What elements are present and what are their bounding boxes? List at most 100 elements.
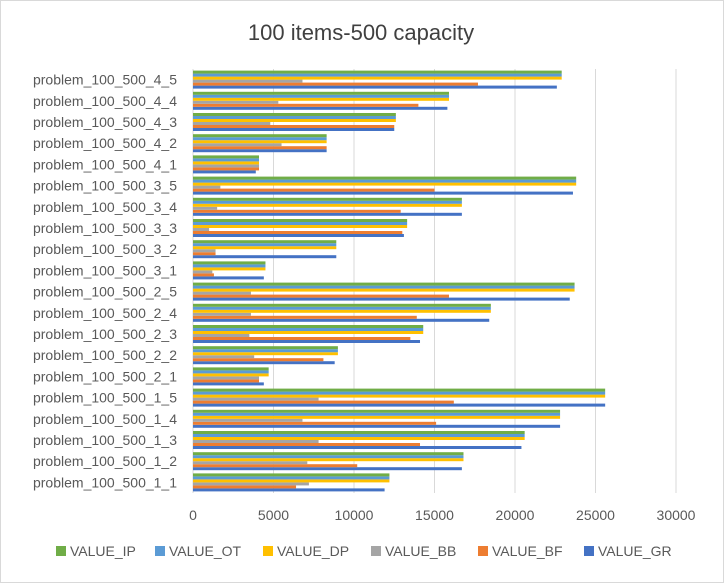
bar-value-bf bbox=[193, 125, 395, 128]
bar-value-bb bbox=[193, 100, 279, 104]
x-tick-labels: 0 5000 10000 15000 20000 25000 30000 bbox=[189, 507, 696, 523]
bar-value-ip bbox=[193, 91, 449, 95]
bar-value-bf bbox=[193, 231, 403, 234]
legend-label: VALUE_GR bbox=[598, 543, 672, 559]
bar-value-ot bbox=[193, 391, 606, 395]
bar-value-gr bbox=[193, 424, 561, 428]
x-tick-label: 0 bbox=[189, 507, 197, 523]
bar-value-bf bbox=[193, 485, 297, 489]
bar-value-bf bbox=[193, 209, 401, 213]
bar-value-bb bbox=[193, 185, 221, 189]
bar-value-dp bbox=[193, 182, 577, 186]
bar-value-bf bbox=[193, 167, 260, 171]
category-label: problem_100_500_3_1 bbox=[33, 262, 177, 278]
bar-value-bf bbox=[193, 273, 214, 277]
category-label: problem_100_500_2_1 bbox=[33, 368, 177, 384]
bar-value-bb bbox=[193, 397, 319, 401]
bar-value-ot bbox=[193, 243, 337, 247]
bar-value-ot bbox=[193, 370, 269, 374]
x-tick-label: 30000 bbox=[657, 507, 696, 523]
bar-value-dp bbox=[193, 76, 562, 80]
bar-value-dp bbox=[193, 437, 525, 440]
category-label: problem_100_500_4_4 bbox=[33, 93, 177, 109]
bar-value-bb bbox=[193, 164, 260, 168]
bar-value-ip bbox=[193, 346, 338, 350]
legend-label: VALUE_OT bbox=[169, 543, 242, 559]
bar-value-dp bbox=[193, 140, 327, 144]
bar-value-ot bbox=[193, 306, 491, 310]
x-tick-label: 20000 bbox=[496, 507, 535, 523]
bar-value-ip bbox=[193, 261, 266, 265]
bar-value-gr bbox=[193, 446, 522, 449]
bar-value-bb bbox=[193, 249, 216, 253]
category-label: problem_100_500_3_4 bbox=[33, 199, 177, 215]
bar-value-ot bbox=[193, 349, 338, 353]
bar-value-bb bbox=[193, 334, 250, 337]
bar-value-dp bbox=[193, 373, 269, 377]
legend-label: VALUE_DP bbox=[277, 543, 349, 559]
bar-value-gr bbox=[193, 255, 337, 259]
bar-value-ot bbox=[193, 73, 562, 77]
bar-value-ip bbox=[193, 409, 561, 413]
bar-value-bb bbox=[193, 122, 271, 125]
category-label: problem_100_500_3_5 bbox=[33, 178, 177, 194]
bar-value-dp bbox=[193, 415, 561, 419]
bar-value-ip bbox=[193, 388, 606, 392]
bars bbox=[193, 70, 606, 492]
bar-value-bf bbox=[193, 379, 260, 383]
legend: VALUE_IP VALUE_OT VALUE_DP VALUE_BB VALUE_BF… bbox=[56, 543, 672, 559]
bar-value-ip bbox=[193, 282, 575, 286]
category-label: problem_100_500_4_1 bbox=[33, 156, 177, 172]
bar-value-ot bbox=[193, 158, 260, 162]
bar-value-ip bbox=[193, 219, 408, 222]
bar-value-bf bbox=[193, 188, 435, 192]
category-label: problem_100_500_1_1 bbox=[33, 474, 177, 490]
bar-value-dp bbox=[193, 97, 449, 101]
bar-value-bf bbox=[193, 103, 419, 107]
category-label: problem_100_500_1_4 bbox=[33, 411, 177, 427]
bar-value-bb bbox=[193, 206, 218, 210]
category-label: problem_100_500_2_3 bbox=[33, 326, 177, 342]
bar-value-bf bbox=[193, 464, 358, 468]
bar-value-dp bbox=[193, 246, 337, 250]
bar-value-bb bbox=[193, 79, 303, 83]
bar-value-bf bbox=[193, 421, 437, 425]
category-label: problem_100_500_1_5 bbox=[33, 390, 177, 406]
bar-value-ip bbox=[193, 473, 390, 477]
bar-value-bf bbox=[193, 337, 411, 340]
bar-value-ip bbox=[193, 452, 464, 456]
bar-value-ip bbox=[193, 303, 491, 307]
bar-value-bf bbox=[193, 294, 449, 298]
bar-value-ip bbox=[193, 70, 562, 74]
bar-value-dp bbox=[193, 309, 491, 313]
bar-value-ip bbox=[193, 431, 525, 434]
bar-value-ot bbox=[193, 222, 408, 225]
category-label: problem_100_500_1_2 bbox=[33, 453, 177, 469]
chart-title: 100 items-500 capacity bbox=[248, 20, 474, 45]
bar-value-bf bbox=[193, 146, 327, 150]
bar-value-gr bbox=[193, 149, 327, 153]
bar-value-gr bbox=[193, 170, 256, 174]
bar-value-gr bbox=[193, 234, 404, 237]
bar-value-ot bbox=[193, 285, 575, 289]
bar-value-gr bbox=[193, 403, 606, 407]
legend-swatch bbox=[584, 546, 594, 556]
legend-swatch bbox=[56, 546, 66, 556]
bar-value-ot bbox=[193, 116, 396, 119]
bar-value-gr bbox=[193, 340, 421, 343]
x-tick-label: 25000 bbox=[576, 507, 615, 523]
legend-swatch bbox=[478, 546, 488, 556]
bar-value-dp bbox=[193, 394, 606, 398]
bar-value-ot bbox=[193, 434, 525, 437]
bar-value-dp bbox=[193, 203, 462, 207]
bar-value-dp bbox=[193, 352, 338, 356]
bar-value-bb bbox=[193, 440, 319, 443]
bar-value-bb bbox=[193, 461, 308, 465]
bar-value-dp bbox=[193, 331, 424, 334]
category-label: problem_100_500_1_3 bbox=[33, 432, 177, 448]
bar-value-gr bbox=[193, 128, 395, 131]
bar-value-gr bbox=[193, 467, 462, 471]
bar-value-bf bbox=[193, 82, 478, 86]
category-label: problem_100_500_3_3 bbox=[33, 220, 177, 236]
